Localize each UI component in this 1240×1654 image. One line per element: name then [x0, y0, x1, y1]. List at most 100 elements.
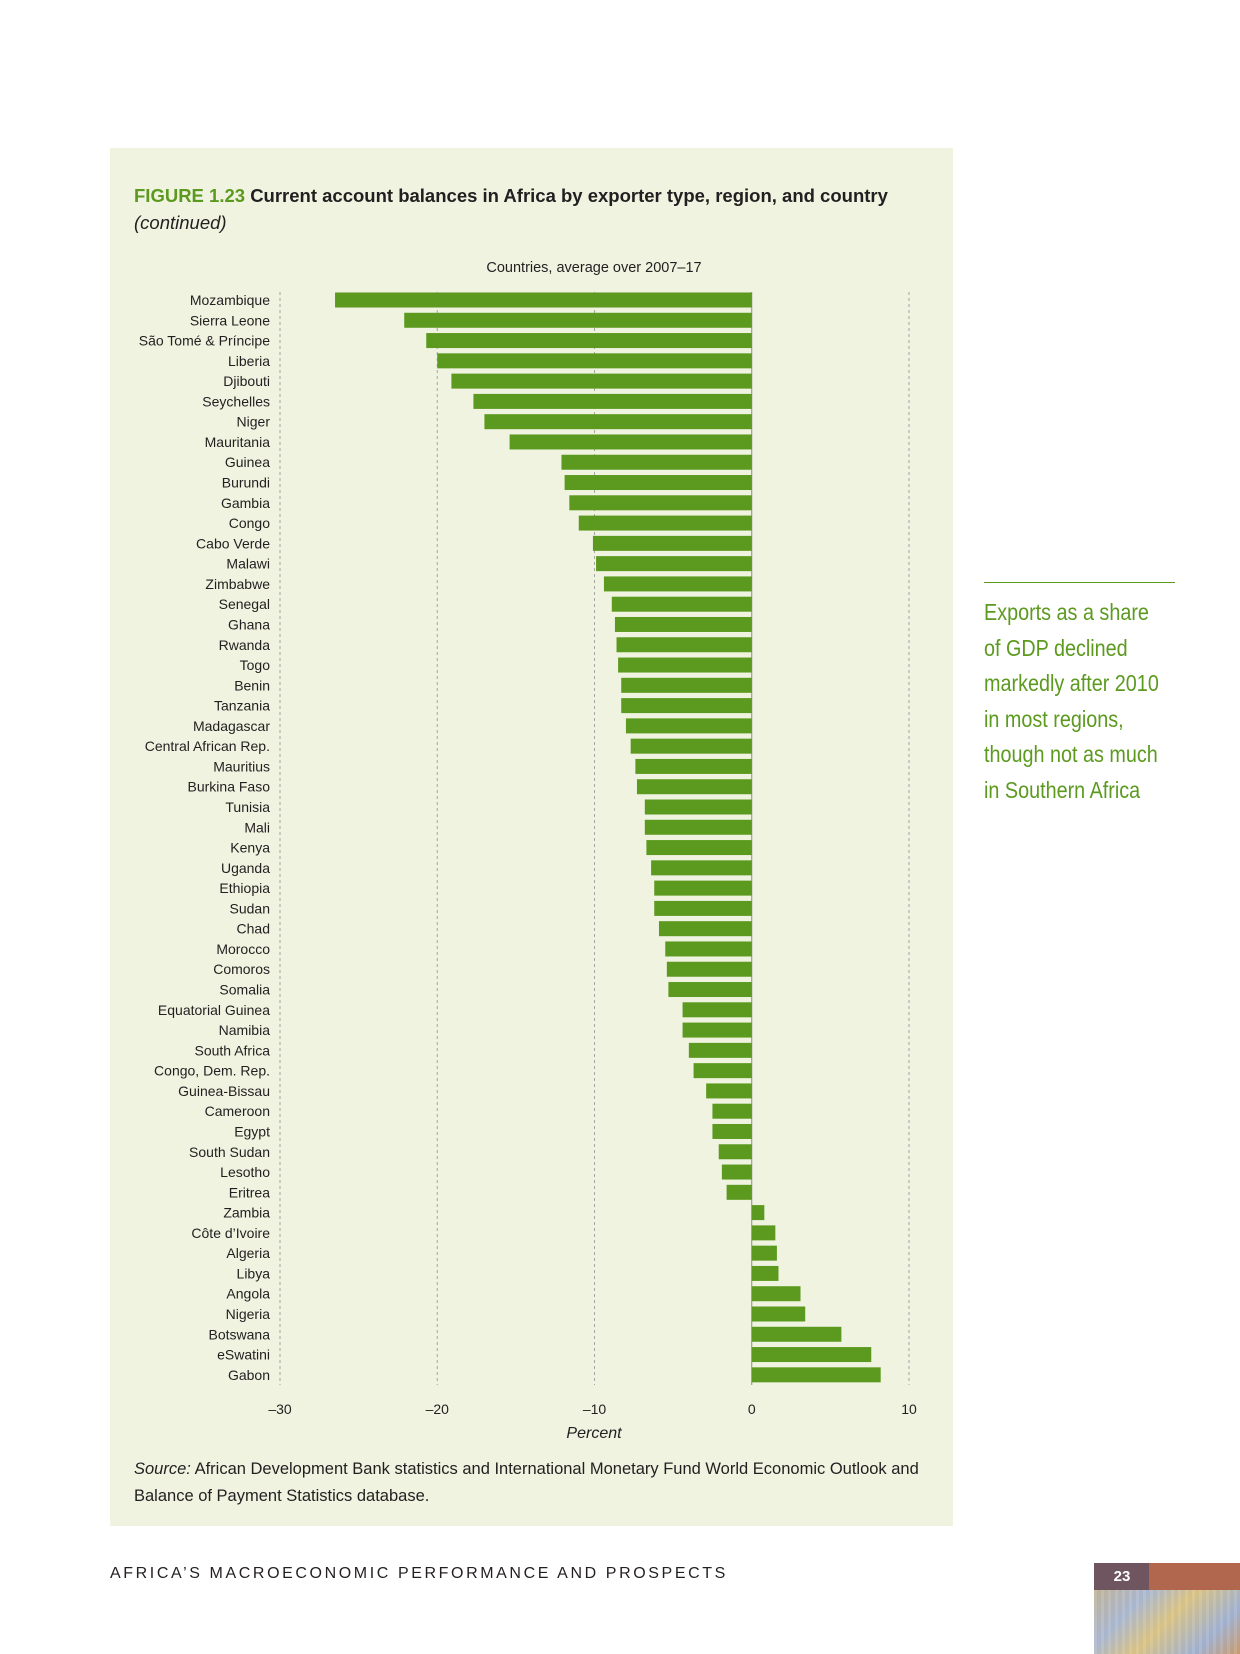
bar: [596, 556, 752, 572]
source-label: Source:: [134, 1460, 191, 1478]
category-label: Algeria: [226, 1245, 270, 1261]
sidebar-callout-line: of GDP declined: [984, 634, 1128, 661]
sidebar-callout-line: in most regions,: [984, 705, 1124, 732]
category-label: Zambia: [223, 1205, 270, 1221]
category-label: Mozambique: [190, 292, 270, 308]
bar: [706, 1083, 752, 1099]
bar: [335, 292, 752, 308]
category-label: Eritrea: [229, 1184, 270, 1200]
bar: [751, 1245, 777, 1261]
bar: [646, 840, 752, 856]
bar: [751, 1326, 842, 1342]
source-text: African Development Bank statistics and …: [134, 1460, 919, 1505]
bar: [721, 1164, 752, 1180]
category-label: Angola: [226, 1286, 270, 1302]
bar: [654, 880, 752, 896]
bar: [569, 495, 752, 511]
category-label: Guinea: [225, 454, 270, 470]
category-label: Comoros: [213, 961, 270, 977]
bar: [751, 1367, 881, 1383]
country-labels: Mozambique Sierra Leone São Tomé & Príncip…: [139, 292, 271, 1383]
bar: [688, 1042, 752, 1058]
sidebar-callout-line: in Southern Africa: [984, 776, 1141, 803]
bar: [751, 1225, 776, 1241]
grid-lines: [279, 292, 910, 1385]
bar: [630, 738, 752, 754]
bar: [726, 1184, 752, 1200]
bar: [651, 860, 752, 876]
category-label: Morocco: [216, 941, 270, 957]
bar: [473, 393, 752, 409]
bar: [718, 1144, 752, 1160]
category-label: Uganda: [221, 860, 270, 876]
category-label: Lesotho: [220, 1164, 270, 1180]
bar: [561, 454, 752, 470]
category-label: Niger: [237, 414, 271, 430]
chart-title: Countries, average over 2007–17: [486, 260, 701, 276]
category-label: Togo: [240, 657, 271, 673]
bar: [451, 373, 752, 389]
category-label: Somalia: [219, 982, 270, 998]
category-label: Rwanda: [219, 637, 271, 653]
bar: [509, 434, 752, 450]
category-label: Ghana: [228, 616, 270, 632]
x-axis-label: Percent: [566, 1425, 622, 1442]
category-label: Mauritius: [213, 758, 270, 774]
category-label: Cabo Verde: [196, 535, 270, 551]
bar: [682, 1002, 752, 1018]
category-label: Mali: [244, 819, 270, 835]
bar: [658, 921, 752, 937]
bar: [635, 758, 752, 774]
page-number: 23: [1113, 1568, 1131, 1585]
category-label: Equatorial Guinea: [158, 1002, 270, 1018]
category-label: Senegal: [219, 596, 270, 612]
page-badge-strip: [1094, 1563, 1240, 1590]
category-label: Tanzania: [214, 698, 270, 714]
category-label: South Africa: [195, 1042, 271, 1058]
category-label: Congo: [229, 515, 270, 531]
category-label: Mauritania: [205, 434, 271, 450]
category-label: Namibia: [219, 1022, 271, 1038]
category-label: São Tomé & Príncipe: [139, 333, 270, 349]
category-label: Guinea-Bissau: [178, 1083, 270, 1099]
bar: [665, 941, 752, 957]
bar: [578, 515, 752, 531]
bar: [614, 616, 752, 632]
category-label: South Sudan: [189, 1144, 270, 1160]
running-title: AFRICA’S MACROECONOMIC PERFORMANCE AND P…: [110, 1565, 728, 1582]
figure-label: FIGURE 1.23: [134, 185, 246, 206]
bar: [625, 718, 752, 734]
bar: [682, 1022, 752, 1038]
category-label: Burundi: [222, 475, 270, 491]
sidebar-callout-line: markedly after 2010: [984, 670, 1159, 696]
bar: [603, 576, 752, 592]
x-tick-label: –30: [268, 1401, 292, 1417]
bar: [666, 961, 752, 977]
bar: [751, 1265, 779, 1281]
sidebar-callout: Exports as a share of GDP declined markedl…: [984, 595, 1159, 808]
bar: [484, 414, 752, 430]
category-label: Zimbabwe: [205, 576, 270, 592]
bar: [712, 1123, 752, 1139]
sidebar-callout-line: Exports as a share: [984, 599, 1149, 625]
bar: [564, 475, 752, 491]
category-label: eSwatini: [217, 1347, 270, 1363]
bar: [426, 333, 752, 349]
x-tick-label: –20: [426, 1401, 450, 1417]
category-label: Sudan: [230, 900, 270, 916]
bar: [712, 1103, 752, 1119]
category-label: Seychelles: [202, 393, 270, 409]
category-label: Gabon: [228, 1367, 270, 1383]
x-tick-label: –10: [583, 1401, 607, 1417]
page-number-badge: 23: [1094, 1563, 1240, 1654]
category-label: Djibouti: [223, 373, 270, 389]
category-label: Liberia: [228, 353, 270, 369]
category-label: Gambia: [221, 495, 270, 511]
category-label: Cameroon: [205, 1103, 270, 1119]
bar: [636, 779, 752, 795]
bar: [437, 353, 752, 369]
source-note: Source: African Development Bank statist…: [134, 1456, 934, 1510]
bar: [644, 819, 752, 835]
bar: [751, 1205, 765, 1221]
